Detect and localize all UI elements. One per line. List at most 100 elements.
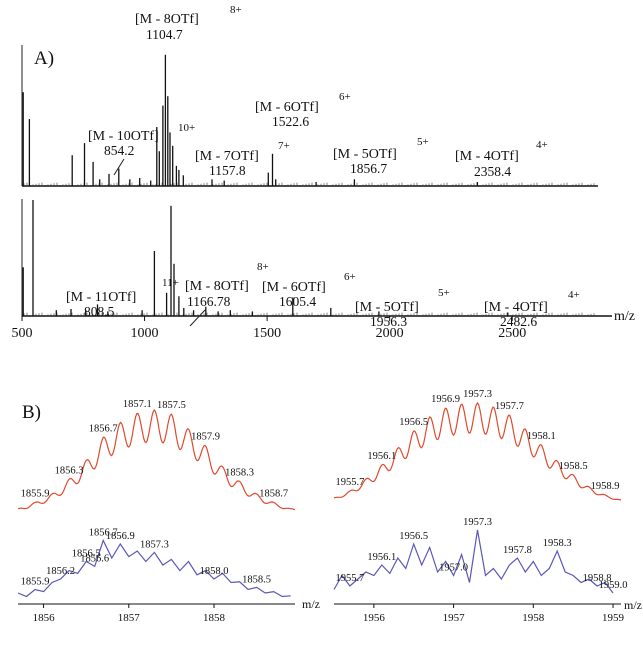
spectrum-a-bottom: 500 1000 1500 2000 2500 m/z [M - 11OTf] 11+ … [12, 199, 635, 341]
x-tick-label: 1858 [203, 612, 226, 624]
value-label-1166-78: 1166.78 [187, 294, 231, 309]
x-ticks-b-right: 1956 1957 1958 1959 [363, 604, 625, 624]
theoretical-peak-label: 1858.7 [259, 488, 288, 499]
x-tick-label: 1957 [443, 612, 466, 624]
experimental-peak-label: 1857.3 [140, 539, 169, 550]
experimental-peak-label: 1958.8 [583, 573, 612, 584]
charge-label-10-plus: 10+ [178, 122, 195, 134]
x-axis-label-b-left: m/z [302, 597, 320, 611]
x-tick-label: 1000 [131, 326, 159, 341]
experimental-isotope-line [17, 538, 291, 598]
value-label-854-2: 854.2 [104, 143, 134, 158]
experimental-peak-label: 1856.5 [72, 549, 101, 560]
experimental-peak-label: 1955.7 [335, 573, 364, 584]
x-tick-label: 1500 [253, 326, 281, 341]
ion-label-8-plus-b: [M - 8OTf] [185, 279, 249, 294]
experimental-isotope-line [333, 529, 614, 594]
x-ticks-a-bottom: 500 1000 1500 2000 2500 [12, 316, 526, 341]
charge-label-5-plus-b: 5+ [438, 287, 450, 299]
x-tick-label: 1956 [363, 612, 386, 624]
charge-label-4-plus-b: 4+ [568, 289, 580, 301]
ion-label-6-plus: [M - 6OTf] [255, 100, 319, 115]
x-axis-label-a: m/z [614, 309, 635, 324]
theoretical-peak-label: 1856.3 [55, 465, 84, 476]
x-tick-label: 500 [12, 326, 33, 341]
charge-label-6-plus: 6+ [339, 91, 351, 103]
annotations-a-bottom: [M - 11OTf] 11+ 808.5 [M - 8OTf] 8+ 1166… [66, 261, 580, 329]
theoretical-peak-label: 1958.1 [527, 431, 556, 442]
value-label-808-5: 808.5 [84, 304, 115, 319]
charge-label-6-plus-b: 6+ [344, 271, 356, 283]
ion-label-11-plus: [M - 11OTf] [66, 290, 136, 305]
spectrum-a-top: [M - 8OTf] 8+ 1104.7 [M - 6OTf] 6+ 1522.… [21, 4, 598, 187]
value-label-1856-7: 1856.7 [350, 161, 387, 176]
theoretical-peak-label: 1857.5 [157, 400, 186, 411]
charge-label-11-plus: 11+ [162, 277, 179, 289]
experimental-peak-label: 1858.0 [200, 566, 229, 577]
theoretical-peak-label: 1857.1 [123, 399, 152, 410]
value-label-1522-6: 1522.6 [272, 114, 309, 129]
theoretical-peak-label: 1857.9 [191, 432, 220, 443]
experimental-peak-label: 1956.1 [367, 552, 396, 563]
theoretical-peak-label: 1856.7 [89, 423, 118, 434]
experimental-peak-label: 1956.5 [399, 531, 428, 542]
charge-label-4-plus: 4+ [536, 139, 548, 151]
theoretical-peak-label: 1957.3 [463, 389, 492, 400]
x-tick-label: 1857 [118, 612, 141, 624]
x-tick-label: 2500 [498, 326, 526, 341]
theoretical-peak-label: 1957.7 [495, 401, 524, 412]
ion-label-7-plus: [M - 7OTf] [195, 149, 259, 164]
experimental-peak-label: 1855.9 [21, 577, 50, 588]
ion-label-8-plus: [M - 8OTf] [135, 12, 199, 27]
charge-label-8-plus: 8+ [230, 4, 242, 16]
x-axis-label-b-right: m/z [624, 598, 642, 612]
value-label-1104-7: 1104.7 [146, 27, 183, 42]
theoretical-isotope-line [17, 409, 296, 511]
experimental-peak-label: 1858.5 [242, 574, 271, 585]
pointer-854-2 [113, 158, 125, 176]
theoretical-peak-label: 1958.9 [591, 481, 620, 492]
experimental-peak-label: 1856.7 [89, 528, 118, 539]
theoretical-peak-label: 1858.3 [225, 467, 254, 478]
experimental-peak-label: 1957.8 [503, 545, 532, 556]
ion-label-4-plus: [M - 4OTf] [455, 149, 519, 164]
experimental-peak-label: 1959.0 [599, 580, 628, 591]
charge-label-5-plus: 5+ [417, 136, 429, 148]
theoretical-peak-label: 1956.1 [367, 451, 396, 462]
ion-label-4-plus-b: [M - 4OTf] [484, 300, 548, 315]
value-label-1605-4: 1605.4 [279, 294, 316, 309]
theoretical-peak-label: 1958.5 [559, 461, 588, 472]
experimental-peak-label: 1856.6 [80, 553, 109, 564]
panel-a-label: A) [34, 48, 54, 69]
panel-b-label: B) [22, 402, 41, 423]
value-label-1956-3: 1956.3 [370, 314, 407, 329]
x-tick-label: 1856 [33, 612, 56, 624]
isotope-panel-left: 1855.9 1856.3 1856.7 1857.1 1857.5 1857.9 1858… [17, 399, 320, 624]
ion-label-6-plus-b: [M - 6OTf] [262, 280, 326, 295]
charge-label-7-plus: 7+ [278, 140, 290, 152]
a-bottom-noise [23, 312, 595, 316]
charge-label-8-plus-b: 8+ [257, 261, 269, 273]
theoretical-peak-label: 1955.7 [335, 477, 364, 488]
theoretical-peak-label: 1956.5 [399, 417, 428, 428]
value-label-1157-8: 1157.8 [209, 163, 246, 178]
theoretical-peak-label: 1855.9 [21, 488, 50, 499]
value-label-2482-6: 2482.6 [500, 314, 537, 329]
x-tick-label: 1958 [522, 612, 545, 624]
pointer-1166-78 [189, 309, 206, 327]
x-tick-label: 2000 [376, 326, 404, 341]
theoretical-peak-label: 1956.9 [431, 394, 460, 405]
experimental-peak-label: 1957.3 [463, 517, 492, 528]
experimental-peak-label: 1957.0 [439, 563, 468, 574]
annotations-a-top: [M - 8OTf] 8+ 1104.7 [M - 6OTf] 6+ 1522.… [88, 4, 548, 179]
experimental-peak-label: 1856.9 [106, 531, 135, 542]
experimental-peak-label: 1958.3 [543, 538, 572, 549]
ion-label-5-plus-b: [M - 5OTf] [355, 300, 419, 315]
theoretical-isotope-line [333, 401, 622, 501]
x-ticks-b-left: 1856 1857 1858 [33, 604, 226, 624]
experimental-peak-label: 1856.2 [46, 566, 75, 577]
ion-label-5-plus: [M - 5OTf] [333, 147, 397, 162]
x-tick-label: 1959 [602, 612, 625, 624]
